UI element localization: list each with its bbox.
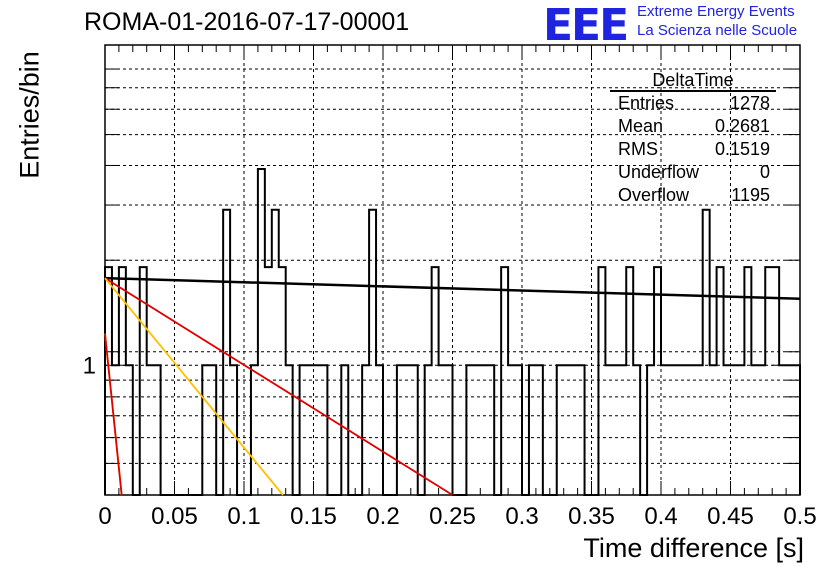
stats-value: 0.1519 bbox=[714, 139, 770, 159]
x-tick-label: 0.25 bbox=[429, 503, 476, 530]
stats-value: 0 bbox=[759, 162, 770, 182]
stats-title: DeltaTime bbox=[610, 70, 776, 92]
stats-label: Underflow bbox=[618, 162, 700, 182]
x-tick-label: 0.35 bbox=[568, 503, 615, 530]
stats-row-entries: Entries 1278 bbox=[610, 92, 776, 115]
x-tick-label: 0.3 bbox=[505, 503, 538, 530]
stats-value: 0.2681 bbox=[714, 116, 770, 136]
x-tick-label: 0.1 bbox=[227, 503, 260, 530]
x-tick-label: 0.05 bbox=[151, 503, 198, 530]
x-tick-label: 0.15 bbox=[290, 503, 337, 530]
fit-line-black bbox=[104, 276, 801, 300]
run-title: ROMA-01-2016-07-17-00001 bbox=[84, 8, 410, 36]
stats-row-overflow: Overflow 1195 bbox=[610, 184, 776, 207]
y-axis-label: Entries/bin bbox=[14, 51, 45, 179]
stats-row-rms: RMS 0.1519 bbox=[610, 138, 776, 161]
stats-label: RMS bbox=[618, 139, 658, 159]
stats-label: Mean bbox=[618, 116, 664, 136]
logo-line-2: La Scienza nelle Scuole bbox=[637, 22, 798, 39]
stats-box: DeltaTime Entries 1278 Mean 0.2681 RMS 0.15… bbox=[610, 70, 776, 207]
x-tick-label: 0.45 bbox=[707, 503, 754, 530]
stats-label: Overflow bbox=[618, 185, 690, 205]
x-tick-label: 0.4 bbox=[644, 503, 677, 530]
stats-row-underflow: Underflow 0 bbox=[610, 161, 776, 184]
y-tick-label: 1 bbox=[83, 352, 96, 379]
x-tick-label: 0.5 bbox=[783, 503, 816, 530]
stats-value: 1195 bbox=[731, 185, 770, 205]
stats-row-mean: Mean 0.2681 bbox=[610, 115, 776, 138]
logo-text: Extreme Energy Events La Scienza nelle S… bbox=[637, 2, 797, 40]
x-axis-label: Time difference [s] bbox=[583, 533, 804, 563]
fit-line-yellow bbox=[104, 277, 284, 496]
stats-label: Entries bbox=[618, 93, 675, 113]
eee-logo: EEE bbox=[543, 0, 629, 51]
stats-value: 1278 bbox=[729, 93, 770, 113]
fit-line-red bbox=[104, 277, 453, 496]
logo-line-1: Extreme Energy Events bbox=[637, 3, 795, 20]
fit-line-red bbox=[104, 333, 123, 496]
x-tick-label: 0.2 bbox=[366, 503, 399, 530]
x-tick-label: 0 bbox=[98, 503, 111, 530]
histogram-series bbox=[104, 167, 801, 496]
